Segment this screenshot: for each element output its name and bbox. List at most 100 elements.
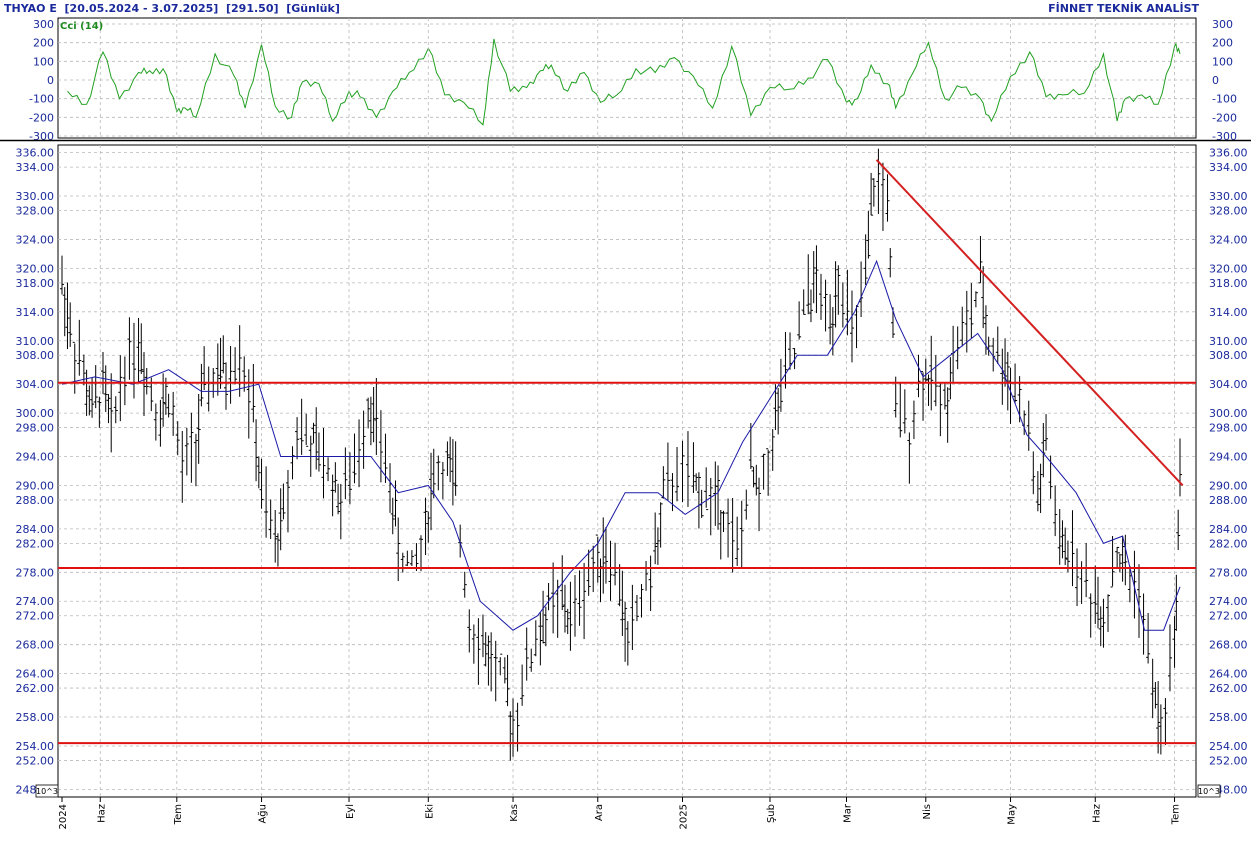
- cci-series-line: [67, 38, 1181, 126]
- x-tick-label: Mar: [843, 803, 854, 823]
- price-tick-label-left: 254.00: [16, 740, 55, 753]
- price-tick-label-left: 328.00: [16, 205, 55, 218]
- x-tick-label: May: [1007, 804, 1018, 825]
- price-tick-label-left: 334.00: [16, 161, 55, 174]
- price-tick-label-right: 334.00: [1209, 161, 1248, 174]
- x-tick-label: Nis: [922, 804, 933, 819]
- x-tick-label: 2024: [58, 804, 69, 829]
- support-resistance-lines: [58, 381, 1196, 745]
- price-tick-label-right: 274.00: [1209, 595, 1248, 608]
- date-range-label: [20.05.2024 - 3.07.2025]: [64, 2, 219, 15]
- x-tick-label: Eyl: [345, 804, 356, 819]
- cci-tick-label-right: -100: [1212, 93, 1237, 106]
- price-tick-label-left: 252.00: [16, 754, 55, 767]
- price-tick-label-left: 330.00: [16, 190, 55, 203]
- x-tick-label: Şub: [766, 804, 777, 823]
- last-price-label: [291.50]: [226, 2, 279, 15]
- price-tick-label-right: 324.00: [1209, 233, 1248, 246]
- price-tick-label-left: 294.00: [16, 451, 55, 464]
- price-bars: [60, 148, 1182, 761]
- price-tick-label-left: 310.00: [16, 335, 55, 348]
- price-tick-label-right: 294.00: [1209, 451, 1248, 464]
- price-tick-label-left: 264.00: [16, 668, 55, 681]
- x-tick-label: Ara: [594, 804, 605, 821]
- cci-tick-label-right: 100: [1212, 55, 1233, 68]
- x-tick-label: Kas: [509, 804, 520, 822]
- x-tick-label: Eki: [424, 804, 435, 819]
- unit-box-label: 10^3: [36, 787, 58, 796]
- moving-average-line: [61, 259, 1181, 631]
- price-tick-label-right: 330.00: [1209, 190, 1248, 203]
- price-tick-label-left: 262.00: [16, 682, 55, 695]
- cci-tick-label-right: 200: [1212, 37, 1233, 50]
- price-tick-label-left: 274.00: [16, 595, 55, 608]
- price-tick-label-right: 258.00: [1209, 711, 1248, 724]
- unit-box: [35, 784, 59, 798]
- unit-box-label: 10^3: [1198, 787, 1220, 796]
- price-tick-label-left: 290.00: [16, 479, 55, 492]
- cci-tick-label-left: 100: [33, 55, 54, 68]
- price-tick-label-right: 298.00: [1209, 422, 1248, 435]
- price-tick-label-right: 272.00: [1209, 610, 1248, 623]
- x-tick-label: 2025: [679, 804, 690, 829]
- cci-indicator-label: Cci (14): [60, 21, 104, 32]
- price-tick-label-right: 288.00: [1209, 494, 1248, 507]
- price-tick-label-right: 336.00: [1209, 147, 1248, 160]
- vendor-label: FİNNET TEKNİK ANALİST: [1048, 2, 1199, 15]
- price-tick-label-right: 318.00: [1209, 277, 1248, 290]
- price-tick-label-left: 272.00: [16, 610, 55, 623]
- price-tick-label-right: 290.00: [1209, 479, 1248, 492]
- price-tick-label-left: 284.00: [16, 523, 55, 536]
- x-tick-label: Tem: [173, 804, 184, 825]
- price-tick-label-right: 284.00: [1209, 523, 1248, 536]
- x-tick-label: Haz: [1091, 804, 1102, 823]
- x-axis-ticks: 2024 Haz Tem Ağu Eyl Eki Kas Ara 2025 Şub Mar Nis Ma…: [58, 18, 1182, 829]
- period-label: [Günlük]: [286, 2, 340, 15]
- price-tick-label-left: 298.00: [16, 422, 55, 435]
- price-tick-label-left: 288.00: [16, 494, 55, 507]
- price-tick-label-left: 308.00: [16, 349, 55, 362]
- price-tick-label-left: 282.00: [16, 537, 55, 550]
- cci-tick-label-left: 300: [33, 18, 54, 31]
- x-tick-label: Tem: [1171, 804, 1182, 825]
- cci-tick-label-left: 200: [33, 37, 54, 50]
- price-tick-label-right: 314.00: [1209, 306, 1248, 319]
- symbol-label: THYAO E: [4, 2, 57, 15]
- price-tick-label-right: 254.00: [1209, 740, 1248, 753]
- price-tick-label-right: 252.00: [1209, 754, 1248, 767]
- price-tick-label-left: 336.00: [16, 147, 55, 160]
- cci-tick-label-left: -200: [29, 111, 54, 124]
- price-tick-label-left: 318.00: [16, 277, 55, 290]
- descending-trendline: [875, 159, 1184, 487]
- price-tick-label-left: 320.00: [16, 262, 55, 275]
- price-tick-label-left: 268.00: [16, 639, 55, 652]
- cci-tick-label-right: -200: [1212, 111, 1237, 124]
- price-tick-label-left: 278.00: [16, 566, 55, 579]
- unit-box: [1197, 784, 1221, 798]
- cci-tick-label-left: -100: [29, 93, 54, 106]
- price-tick-label-left: 324.00: [16, 233, 55, 246]
- price-tick-label-right: 262.00: [1209, 682, 1248, 695]
- price-tick-label-right: 310.00: [1209, 335, 1248, 348]
- x-tick-label: Ağu: [257, 804, 269, 824]
- price-tick-label-right: 304.00: [1209, 378, 1248, 391]
- price-tick-label-right: 278.00: [1209, 566, 1248, 579]
- cci-tick-label-right: 300: [1212, 18, 1233, 31]
- x-tick-label: Haz: [96, 804, 107, 823]
- price-tick-label-right: 320.00: [1209, 262, 1248, 275]
- price-tick-label-left: 304.00: [16, 378, 55, 391]
- cci-grid: [58, 23, 1196, 137]
- price-tick-label-left: 314.00: [16, 306, 55, 319]
- price-tick-label-left: 300.00: [16, 407, 55, 420]
- cci-plot-border: [57, 17, 1197, 139]
- price-plot-border: [57, 144, 1197, 798]
- price-tick-label-right: 264.00: [1209, 668, 1248, 681]
- price-tick-label-right: 282.00: [1209, 537, 1248, 550]
- cci-tick-label-left: 0: [47, 74, 54, 87]
- unit-boxes: 10^3 10^3: [35, 784, 1221, 798]
- price-tick-label-right: 308.00: [1209, 349, 1248, 362]
- price-tick-label-right: 300.00: [1209, 407, 1248, 420]
